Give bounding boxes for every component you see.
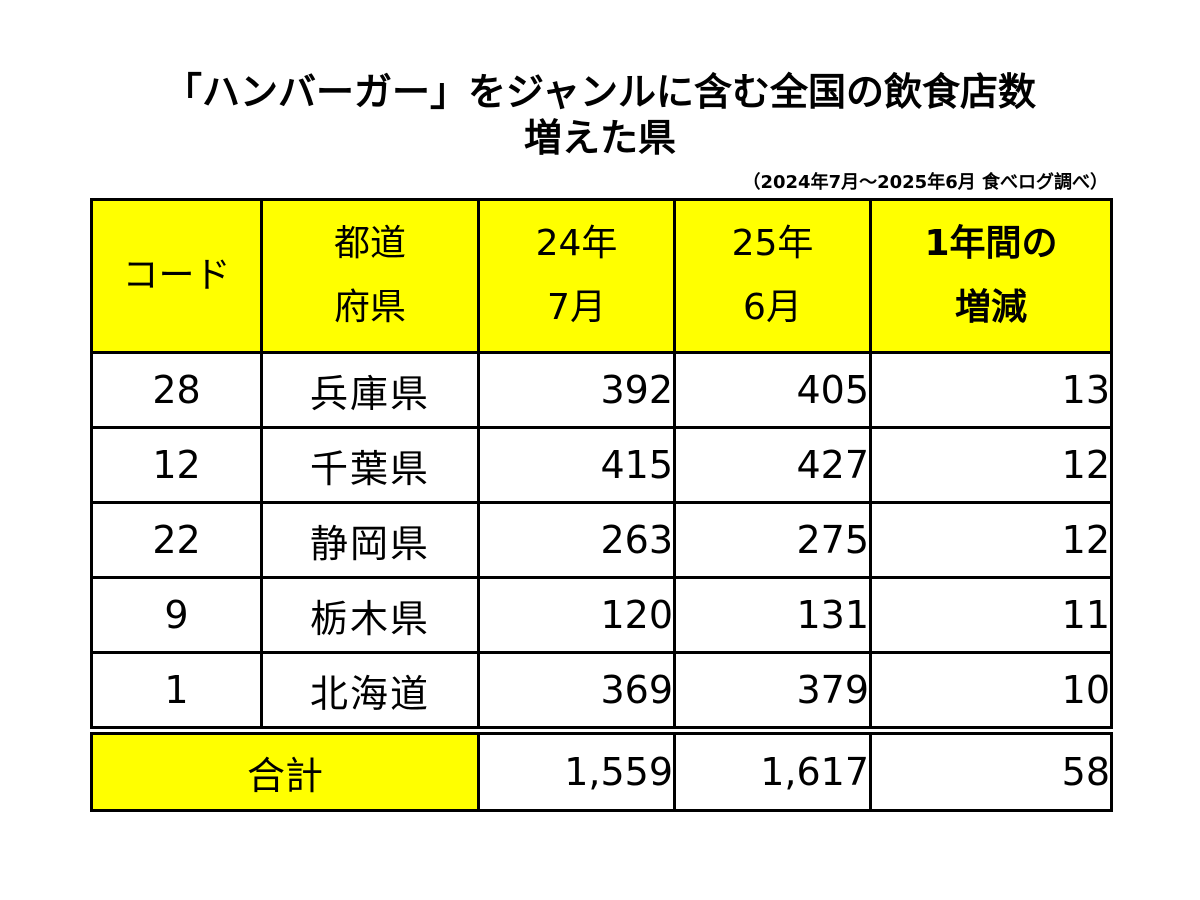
total-2025: 1,617 bbox=[673, 726, 872, 812]
cell-2024: 392 bbox=[477, 351, 676, 429]
header-change-line1: 1年間の bbox=[924, 223, 1058, 264]
table-row: 22 静岡県 263 275 12 bbox=[90, 501, 1113, 579]
restaurant-count-table: コード 都道 府県 24年 7月 25年 6月 1年間の 増減 28 兵庫県 3… bbox=[90, 198, 1113, 812]
cell-2024: 369 bbox=[477, 651, 676, 732]
cell-2024: 120 bbox=[477, 576, 676, 654]
table-row: 1 北海道 369 379 10 bbox=[90, 651, 1113, 732]
cell-2024: 415 bbox=[477, 426, 676, 504]
cell-change: 12 bbox=[869, 501, 1113, 579]
header-prefecture-line1: 都道 bbox=[333, 223, 406, 264]
cell-2024: 263 bbox=[477, 501, 676, 579]
cell-2025: 131 bbox=[673, 576, 872, 654]
cell-prefecture: 兵庫県 bbox=[260, 351, 480, 429]
total-2024: 1,559 bbox=[477, 726, 676, 812]
header-change-line2: 増減 bbox=[954, 287, 1027, 328]
cell-prefecture: 千葉県 bbox=[260, 426, 480, 504]
cell-change: 10 bbox=[869, 651, 1113, 732]
cell-prefecture: 北海道 bbox=[260, 651, 480, 732]
table-header-row: コード 都道 府県 24年 7月 25年 6月 1年間の 増減 bbox=[90, 198, 1113, 354]
cell-change: 13 bbox=[869, 351, 1113, 429]
cell-code: 22 bbox=[90, 501, 263, 579]
page-title: 「ハンバーガー」をジャンルに含む全国の飲食店数 bbox=[163, 70, 1037, 114]
header-2025-line1: 25年 bbox=[731, 223, 814, 264]
page-subtitle: 増えた県 bbox=[523, 116, 676, 160]
header-2024-line1: 24年 bbox=[535, 223, 618, 264]
cell-code: 28 bbox=[90, 351, 263, 429]
total-change: 58 bbox=[869, 726, 1113, 812]
cell-prefecture: 静岡県 bbox=[260, 501, 480, 579]
header-2025-june: 25年 6月 bbox=[673, 198, 872, 354]
cell-code: 9 bbox=[90, 576, 263, 654]
source-note: （2024年7月～2025年6月 食べログ調べ） bbox=[742, 172, 1108, 193]
cell-2025: 379 bbox=[673, 651, 872, 732]
header-2025-line2: 6月 bbox=[743, 287, 802, 328]
header-2024-line2: 7月 bbox=[547, 287, 606, 328]
cell-change: 11 bbox=[869, 576, 1113, 654]
table-row: 9 栃木県 120 131 11 bbox=[90, 576, 1113, 654]
header-prefecture: 都道 府県 bbox=[260, 198, 480, 354]
cell-code: 1 bbox=[90, 651, 263, 732]
total-label: 合計 bbox=[90, 726, 480, 812]
total-row: 合計 1,559 1,617 58 bbox=[90, 726, 1113, 812]
header-2024-july: 24年 7月 bbox=[477, 198, 676, 354]
header-annual-change: 1年間の 増減 bbox=[869, 198, 1113, 354]
table-row: 12 千葉県 415 427 12 bbox=[90, 426, 1113, 504]
cell-code: 12 bbox=[90, 426, 263, 504]
cell-2025: 405 bbox=[673, 351, 872, 429]
cell-2025: 427 bbox=[673, 426, 872, 504]
cell-2025: 275 bbox=[673, 501, 872, 579]
header-code: コード bbox=[90, 198, 263, 354]
table-row: 28 兵庫県 392 405 13 bbox=[90, 351, 1113, 429]
header-prefecture-line2: 府県 bbox=[333, 287, 406, 328]
header-code-label: コード bbox=[122, 255, 231, 296]
cell-prefecture: 栃木県 bbox=[260, 576, 480, 654]
cell-change: 12 bbox=[869, 426, 1113, 504]
